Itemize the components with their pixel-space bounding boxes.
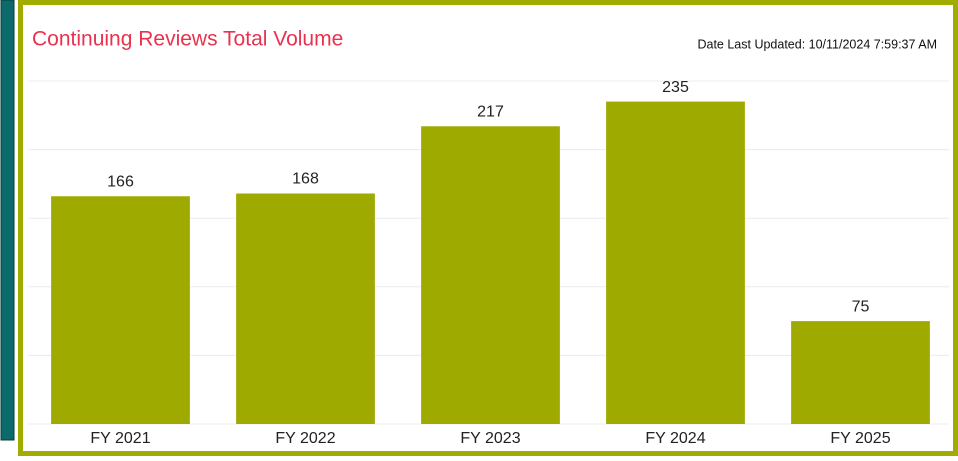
x-tick-label: FY 2025 <box>830 430 890 447</box>
value-label: 235 <box>662 79 689 96</box>
x-tick-label: FY 2023 <box>460 430 520 447</box>
x-tick-label: FY 2024 <box>645 430 705 447</box>
x-tick-label: FY 2022 <box>275 430 335 447</box>
chart-title: Continuing Reviews Total Volume <box>32 28 343 51</box>
date-updated: Date Last Updated: 10/11/2024 7:59:37 AM <box>697 37 937 51</box>
value-label: 75 <box>852 298 870 315</box>
side-bar <box>0 0 15 441</box>
bar <box>51 196 190 424</box>
bar <box>606 101 745 424</box>
bar <box>236 193 375 424</box>
bar <box>421 126 560 424</box>
value-label: 166 <box>107 173 134 190</box>
value-label: 168 <box>292 171 319 188</box>
bar <box>791 321 930 424</box>
x-tick-label: FY 2021 <box>90 430 150 447</box>
value-label: 217 <box>477 103 504 120</box>
